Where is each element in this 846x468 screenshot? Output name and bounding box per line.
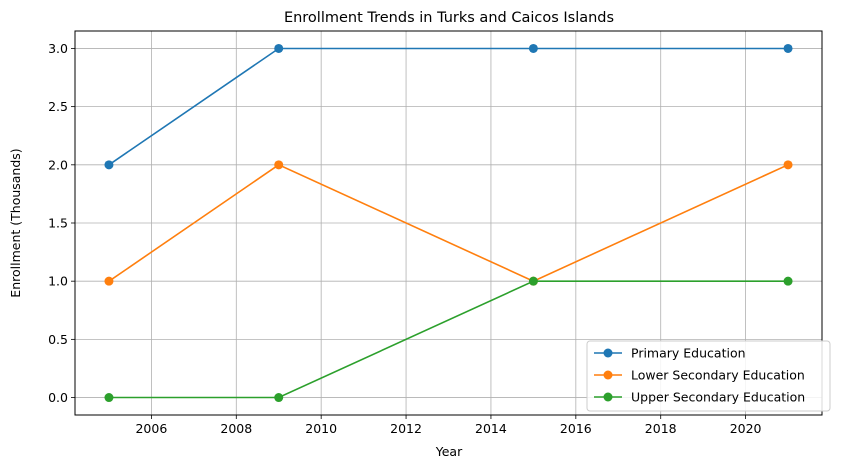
series-layer bbox=[104, 43, 793, 403]
y-tick-label: 1.5 bbox=[48, 216, 68, 231]
x-tick-label: 2008 bbox=[220, 421, 252, 436]
y-tick-label: 0.5 bbox=[48, 332, 68, 347]
x-tick-label: 2018 bbox=[645, 421, 677, 436]
axis-ticks: 2006 2008 2010 2012 2014 2016 2018 2020 0.0 0.5 1.… bbox=[48, 41, 761, 436]
x-axis-label: Year bbox=[435, 444, 463, 459]
legend-swatch-marker bbox=[603, 370, 613, 380]
x-tick-label: 2020 bbox=[730, 421, 762, 436]
series-line bbox=[109, 280, 788, 399]
data-point bbox=[783, 276, 793, 286]
data-point bbox=[104, 393, 114, 403]
legend-swatch-marker bbox=[603, 348, 613, 358]
y-tick-label: 3.0 bbox=[48, 41, 68, 56]
series-line bbox=[108, 163, 789, 283]
x-tick-label: 2006 bbox=[135, 421, 167, 436]
legend-entry-label: Upper Secondary Education bbox=[631, 390, 805, 405]
chart-title: Enrollment Trends in Turks and Caicos Is… bbox=[284, 10, 614, 26]
y-tick-label: 2.0 bbox=[48, 157, 68, 172]
data-point bbox=[274, 160, 284, 170]
x-tick-label: 2016 bbox=[560, 421, 592, 436]
y-tick-label: 1.0 bbox=[48, 274, 68, 289]
legend: Primary Education Lower Secondary Educati… bbox=[586, 340, 831, 412]
data-point bbox=[783, 43, 793, 53]
x-tick-label: 2010 bbox=[305, 421, 337, 436]
data-point bbox=[528, 43, 538, 53]
data-point bbox=[528, 276, 538, 286]
data-point bbox=[104, 160, 114, 170]
data-point bbox=[274, 393, 284, 403]
y-axis-label: Enrollment (Thousands) bbox=[8, 148, 23, 297]
series-line bbox=[108, 47, 788, 166]
legend-entry-label: Primary Education bbox=[631, 346, 746, 361]
data-point bbox=[783, 160, 793, 170]
legend-entry-label: Lower Secondary Education bbox=[631, 368, 805, 383]
x-tick-label: 2012 bbox=[390, 421, 422, 436]
y-tick-label: 0.0 bbox=[48, 390, 68, 405]
legend-swatch-marker bbox=[603, 392, 613, 402]
legend-box bbox=[586, 340, 831, 412]
x-tick-label: 2014 bbox=[475, 421, 507, 436]
data-point bbox=[104, 276, 114, 286]
y-tick-label: 2.5 bbox=[48, 99, 68, 114]
grid bbox=[75, 31, 822, 415]
plot-area-frame bbox=[74, 30, 823, 416]
data-point bbox=[274, 43, 284, 53]
